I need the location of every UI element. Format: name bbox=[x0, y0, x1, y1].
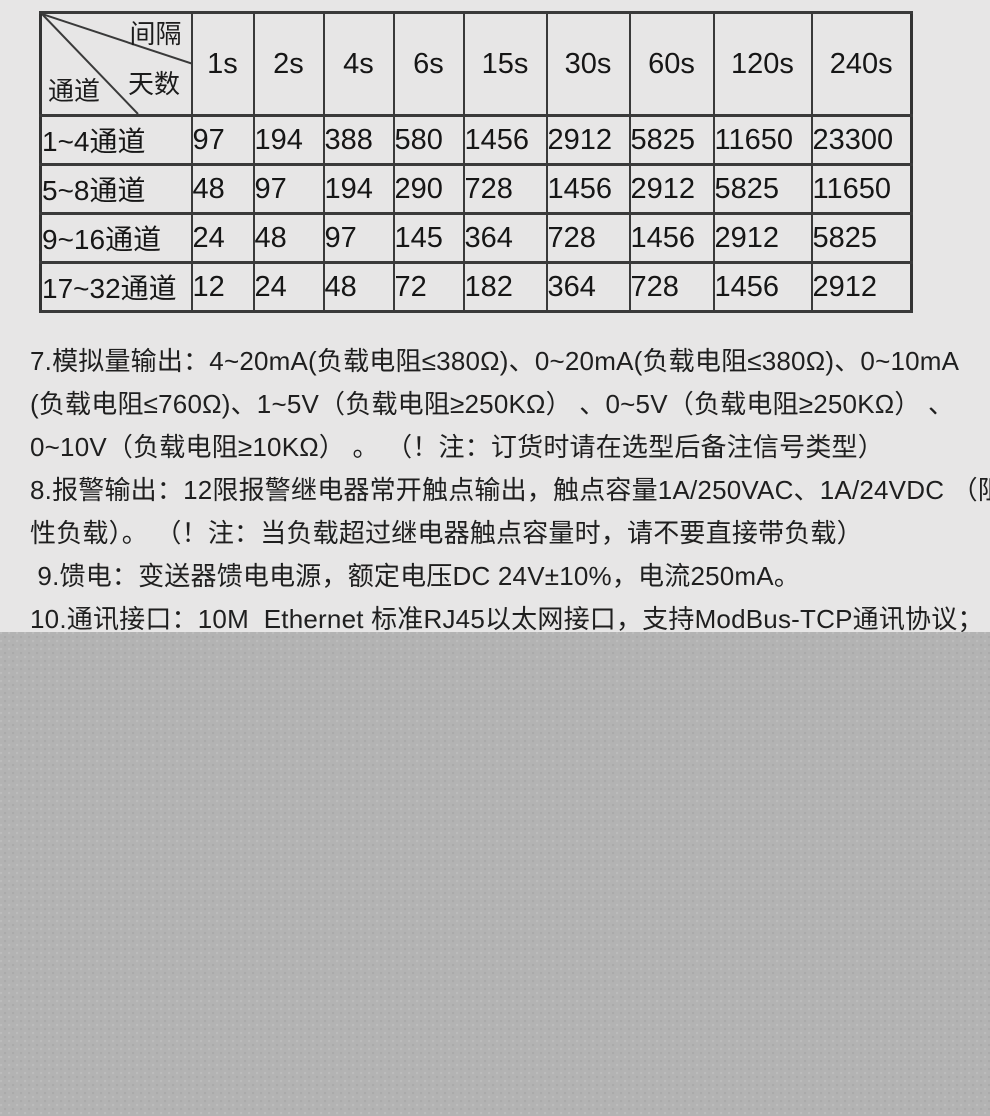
spec-line: 9.馈电：变送器馈电电源，额定电压DC 24V±10%，电流250mA。 bbox=[30, 561, 801, 591]
days-value-cell: 364 bbox=[462, 212, 548, 264]
interval-header-cell: 30s bbox=[545, 11, 631, 117]
table-row: 9~16通道 24 48 97 145 364 728 1456 2912 5825 bbox=[39, 212, 913, 264]
days-value-cell: 24 bbox=[190, 212, 255, 264]
days-value-cell: 97 bbox=[252, 163, 325, 215]
days-value-cell: 48 bbox=[322, 261, 395, 313]
interval-header-cell: 6s bbox=[392, 11, 465, 117]
table-body: 1~4通道 97 194 388 580 1456 2912 5825 11650 23300 5~… bbox=[39, 114, 913, 313]
days-value-cell: 5825 bbox=[810, 212, 913, 264]
days-value-cell: 11650 bbox=[712, 114, 813, 166]
channel-range-cell: 1~4通道 bbox=[39, 114, 193, 166]
spec-text-block: 7.模拟量输出：4~20mA(负载电阻≤380Ω)、0~20mA(负载电阻≤38… bbox=[30, 340, 990, 641]
days-value-cell: 1456 bbox=[462, 114, 548, 166]
spec-line: 0~10V（负载电阻≥10KΩ） 。 （！注：订货时请在选型后备注信号类型） bbox=[30, 432, 884, 462]
days-value-cell: 728 bbox=[545, 212, 631, 264]
days-value-cell: 12 bbox=[190, 261, 255, 313]
days-value-cell: 5825 bbox=[628, 114, 715, 166]
channel-range-cell: 9~16通道 bbox=[39, 212, 193, 264]
days-value-cell: 11650 bbox=[810, 163, 913, 215]
corner-interval-label: 间隔 bbox=[129, 19, 182, 49]
days-value-cell: 388 bbox=[322, 114, 395, 166]
days-value-cell: 5825 bbox=[712, 163, 813, 215]
interval-header-cell: 120s bbox=[712, 11, 813, 117]
days-value-cell: 72 bbox=[392, 261, 465, 313]
days-value-cell: 194 bbox=[252, 114, 325, 166]
table-row: 1~4通道 97 194 388 580 1456 2912 5825 11650 23300 bbox=[39, 114, 913, 166]
channel-range-cell: 17~32通道 bbox=[39, 261, 193, 313]
days-value-cell: 2912 bbox=[628, 163, 715, 215]
days-value-cell: 97 bbox=[190, 114, 255, 166]
days-value-cell: 580 bbox=[392, 114, 465, 166]
days-value-cell: 728 bbox=[462, 163, 548, 215]
days-value-cell: 2912 bbox=[545, 114, 631, 166]
days-value-cell: 2912 bbox=[712, 212, 813, 264]
gray-overlay-panel bbox=[0, 632, 990, 1116]
days-value-cell: 24 bbox=[252, 261, 325, 313]
corner-days-label: 天数 bbox=[128, 69, 181, 99]
table-row: 17~32通道 12 24 48 72 182 364 728 1456 2912 bbox=[39, 261, 913, 313]
channel-range-cell: 5~8通道 bbox=[39, 163, 193, 215]
table-header-row: 间隔 天数 通道 1s 2s 4s 6s 15s 30s 60s 120s 240s bbox=[39, 11, 913, 117]
days-value-cell: 1456 bbox=[712, 261, 813, 313]
days-value-cell: 728 bbox=[628, 261, 715, 313]
days-value-cell: 1456 bbox=[628, 212, 715, 264]
interval-header-cell: 15s bbox=[462, 11, 548, 117]
days-value-cell: 2912 bbox=[810, 261, 913, 313]
corner-channel-label: 通道 bbox=[48, 76, 101, 106]
table-row: 5~8通道 48 97 194 290 728 1456 2912 5825 11650 bbox=[39, 163, 913, 215]
days-value-cell: 23300 bbox=[810, 114, 913, 166]
days-value-cell: 145 bbox=[392, 212, 465, 264]
days-value-cell: 1456 bbox=[545, 163, 631, 215]
days-value-cell: 97 bbox=[322, 212, 395, 264]
days-value-cell: 194 bbox=[322, 163, 395, 215]
spec-line: 性负载）。 （！注：当负载超过继电器触点容量时，请不要直接带负载） bbox=[30, 518, 863, 548]
days-value-cell: 48 bbox=[190, 163, 255, 215]
diagonal-header-cell: 间隔 天数 通道 bbox=[39, 11, 193, 117]
spec-line: 8.报警输出：12限报警继电器常开触点输出，触点容量1A/250VAC、1A/2… bbox=[30, 475, 990, 505]
spec-line: 10.通讯接口：10M Ethernet 标准RJ45以太网接口，支持ModBu… bbox=[30, 604, 984, 634]
days-value-cell: 364 bbox=[545, 261, 631, 313]
days-value-cell: 182 bbox=[462, 261, 548, 313]
interval-header-cell: 4s bbox=[322, 11, 395, 117]
spec-line: (负载电阻≤760Ω)、1~5V（负载电阻≥250KΩ） 、0~5V（负载电阻≥… bbox=[30, 389, 955, 419]
interval-header-cell: 240s bbox=[810, 11, 913, 117]
days-value-cell: 290 bbox=[392, 163, 465, 215]
interval-header-cell: 2s bbox=[252, 11, 325, 117]
diagonal-split-lines bbox=[42, 14, 190, 114]
record-capacity-table: 间隔 天数 通道 1s 2s 4s 6s 15s 30s 60s 120s 240s 1~4通道… bbox=[39, 11, 913, 313]
interval-header-cell: 1s bbox=[190, 11, 255, 117]
spec-line: 7.模拟量输出：4~20mA(负载电阻≤380Ω)、0~20mA(负载电阻≤38… bbox=[30, 346, 960, 376]
days-value-cell: 48 bbox=[252, 212, 325, 264]
interval-header-cell: 60s bbox=[628, 11, 715, 117]
